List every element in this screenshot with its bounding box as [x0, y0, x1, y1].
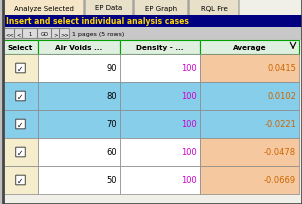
Bar: [3, 166, 38, 194]
Text: ✓: ✓: [17, 120, 24, 129]
Text: 100: 100: [181, 148, 197, 157]
FancyBboxPatch shape: [134, 0, 188, 17]
FancyBboxPatch shape: [189, 0, 239, 17]
Bar: [38, 83, 120, 110]
FancyBboxPatch shape: [15, 30, 22, 39]
Text: EP Graph: EP Graph: [145, 6, 177, 11]
Bar: [120, 166, 200, 194]
Bar: [38, 55, 120, 83]
Text: 1 pages (5 rows): 1 pages (5 rows): [72, 32, 124, 37]
Bar: [120, 138, 200, 166]
Bar: [200, 83, 299, 110]
Text: >: >: [53, 32, 58, 37]
Text: Air Voids ...: Air Voids ...: [55, 45, 103, 51]
Text: <<: <<: [5, 32, 14, 37]
FancyBboxPatch shape: [16, 147, 25, 157]
Bar: [38, 41, 120, 55]
FancyBboxPatch shape: [5, 30, 14, 39]
Bar: [120, 83, 200, 110]
Bar: [38, 138, 120, 166]
Text: 70: 70: [106, 120, 117, 129]
FancyBboxPatch shape: [85, 0, 133, 17]
Bar: [3, 138, 38, 166]
Text: >>: >>: [60, 32, 69, 37]
Text: -0.0478: -0.0478: [264, 148, 296, 157]
Text: Density - ...: Density - ...: [136, 45, 184, 51]
Text: Average: Average: [233, 45, 266, 51]
Text: -0.0669: -0.0669: [264, 176, 296, 185]
FancyBboxPatch shape: [52, 30, 59, 39]
Text: 0.0102: 0.0102: [267, 92, 296, 101]
Text: 0.0415: 0.0415: [267, 64, 296, 73]
Bar: [38, 166, 120, 194]
Bar: [120, 55, 200, 83]
FancyBboxPatch shape: [60, 30, 69, 39]
Text: 100: 100: [181, 64, 197, 73]
Text: 50: 50: [107, 176, 117, 185]
Text: GO: GO: [40, 32, 49, 37]
Text: RQL Fre: RQL Fre: [201, 6, 227, 11]
Bar: [3, 28, 302, 41]
Text: ✓: ✓: [17, 64, 24, 73]
Bar: [200, 110, 299, 138]
Bar: [3, 55, 38, 83]
Text: 100: 100: [181, 92, 197, 101]
Text: Analyze Selected: Analyze Selected: [14, 6, 74, 11]
Bar: [38, 110, 120, 138]
Text: Select: Select: [8, 45, 33, 51]
Bar: [3, 83, 38, 110]
FancyBboxPatch shape: [4, 0, 84, 17]
Bar: [3, 0, 5, 204]
Text: 90: 90: [107, 64, 117, 73]
FancyBboxPatch shape: [16, 120, 25, 129]
FancyBboxPatch shape: [16, 92, 25, 101]
Bar: [120, 41, 200, 55]
Text: 100: 100: [181, 120, 197, 129]
Text: EP Data: EP Data: [95, 6, 123, 11]
Bar: [3, 16, 302, 28]
Bar: [200, 55, 299, 83]
Text: 80: 80: [106, 92, 117, 101]
FancyBboxPatch shape: [16, 64, 25, 73]
FancyBboxPatch shape: [16, 175, 25, 185]
Text: <: <: [16, 32, 21, 37]
Text: ✓: ✓: [17, 148, 24, 157]
Bar: [200, 41, 299, 55]
Text: -0.0221: -0.0221: [264, 120, 296, 129]
FancyBboxPatch shape: [23, 30, 37, 39]
Text: ✓: ✓: [17, 92, 24, 101]
FancyBboxPatch shape: [38, 30, 51, 39]
Text: 1: 1: [28, 32, 32, 37]
Text: 100: 100: [181, 176, 197, 185]
Bar: [200, 166, 299, 194]
Bar: [120, 110, 200, 138]
Text: 60: 60: [106, 148, 117, 157]
Bar: [3, 110, 38, 138]
Text: Insert and select individual analysis cases: Insert and select individual analysis ca…: [6, 17, 189, 26]
Text: ✓: ✓: [17, 176, 24, 185]
Bar: [3, 41, 38, 55]
Bar: [200, 138, 299, 166]
